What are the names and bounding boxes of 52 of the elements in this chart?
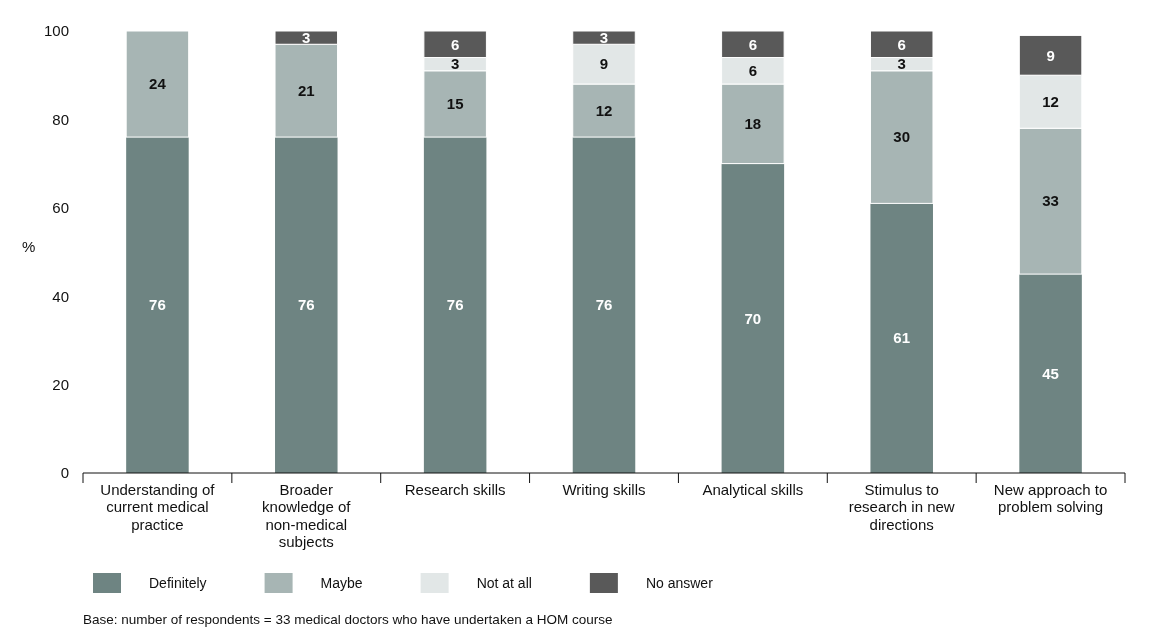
data-label: 9: [599, 55, 609, 73]
x-tick-label: New approach to problem solving: [993, 481, 1108, 516]
data-label: 76: [149, 296, 166, 314]
data-label: 30: [893, 128, 911, 146]
legend-label: No answer: [645, 574, 714, 591]
data-label: 76: [297, 296, 315, 314]
data-label: 76: [446, 296, 464, 314]
data-label: 33: [1042, 192, 1059, 210]
y-tick-label: 100: [43, 22, 69, 40]
x-tick-label: Writing skills: [562, 481, 646, 498]
bar: [870, 203, 933, 473]
data-label: 12: [595, 101, 613, 119]
text: Base: number of respondents = 33 medical doctors who have undertaken a HOM course: [83, 612, 613, 627]
legend-label: Not at all: [476, 574, 532, 591]
x-tick-label: Stimulus to research in new directions: [848, 481, 955, 533]
data-label: 3: [599, 28, 609, 46]
data-label: 3: [450, 55, 460, 73]
x-tick-label: Broader knowledge of non-medical subjects: [262, 481, 352, 550]
data-label: 15: [446, 95, 464, 113]
y-tick-label: 20: [52, 375, 69, 393]
y-tick-label: 0: [60, 464, 69, 482]
data-label: 21: [297, 81, 315, 99]
legend-label: Definitely: [149, 574, 207, 591]
y-axis-title: %: [22, 238, 36, 255]
data-label: 24: [149, 75, 167, 93]
y-tick-label: 40: [52, 287, 69, 305]
bar: [275, 137, 338, 473]
bar: [572, 137, 636, 473]
data-label: 70: [744, 309, 762, 327]
data-label: 6: [748, 62, 758, 80]
data-label: 9: [1046, 46, 1055, 64]
data-label: 3: [897, 55, 906, 73]
y-tick-label: 80: [52, 110, 69, 128]
data-label: 45: [1042, 364, 1059, 382]
data-label: 3: [302, 28, 311, 46]
y-tick-label: 60: [52, 199, 69, 217]
bar: [125, 30, 190, 138]
data-label: 6: [748, 35, 758, 53]
data-label: 6: [450, 35, 460, 53]
data-label: 6: [897, 35, 906, 53]
bar: [423, 137, 487, 473]
bar: [126, 137, 189, 473]
data-label: 61: [893, 329, 911, 347]
data-label: 12: [1042, 92, 1059, 110]
bar: [1019, 274, 1082, 473]
bar: [721, 163, 785, 473]
x-tick-label: Understanding of current medical practice: [100, 481, 216, 533]
x-tick-label: Research skills: [404, 481, 506, 498]
x-tick-label: Analytical skills: [702, 481, 804, 498]
data-label: 76: [595, 296, 613, 314]
data-label: 18: [744, 115, 762, 133]
legend-label: Maybe: [320, 574, 363, 591]
